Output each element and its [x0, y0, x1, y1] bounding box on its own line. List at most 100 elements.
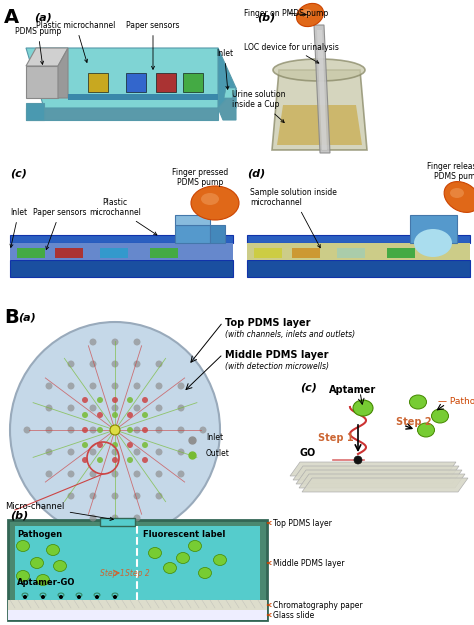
Ellipse shape — [111, 514, 118, 521]
Ellipse shape — [111, 426, 118, 434]
Ellipse shape — [30, 558, 44, 569]
Polygon shape — [100, 248, 128, 258]
Text: LOC device for urinalysis: LOC device for urinalysis — [244, 42, 339, 63]
Polygon shape — [247, 260, 470, 277]
Text: Glass slide: Glass slide — [267, 611, 314, 619]
Text: Aptamer-GO: Aptamer-GO — [17, 578, 75, 587]
Polygon shape — [183, 73, 203, 92]
Ellipse shape — [142, 442, 148, 448]
Ellipse shape — [10, 322, 220, 538]
Ellipse shape — [41, 595, 45, 599]
Polygon shape — [175, 225, 210, 243]
Ellipse shape — [82, 442, 88, 448]
Polygon shape — [224, 88, 236, 98]
Ellipse shape — [17, 541, 29, 551]
Ellipse shape — [90, 492, 97, 499]
Polygon shape — [247, 235, 470, 243]
Text: Middle PDMS layer: Middle PDMS layer — [225, 350, 328, 360]
Text: (a): (a) — [18, 312, 36, 322]
Ellipse shape — [177, 471, 184, 478]
Ellipse shape — [112, 427, 118, 433]
Polygon shape — [272, 70, 367, 150]
Ellipse shape — [450, 188, 464, 198]
Ellipse shape — [148, 548, 162, 559]
Ellipse shape — [97, 412, 103, 418]
Text: Plastic
microchannel: Plastic microchannel — [89, 198, 157, 235]
Ellipse shape — [67, 426, 74, 434]
Ellipse shape — [296, 3, 324, 27]
Text: Aptamer: Aptamer — [329, 385, 377, 395]
Ellipse shape — [97, 457, 103, 463]
Text: Inlet: Inlet — [216, 49, 233, 89]
Ellipse shape — [77, 595, 81, 599]
Ellipse shape — [24, 426, 30, 434]
Ellipse shape — [59, 595, 63, 599]
Ellipse shape — [201, 193, 219, 205]
Polygon shape — [218, 88, 236, 120]
Text: Step 2: Step 2 — [125, 569, 150, 578]
Ellipse shape — [444, 182, 474, 213]
Ellipse shape — [112, 412, 118, 418]
Ellipse shape — [46, 426, 53, 434]
Text: Finger released
PDMS pump: Finger released PDMS pump — [428, 162, 474, 181]
Ellipse shape — [142, 412, 148, 418]
Polygon shape — [317, 30, 327, 150]
Text: Step 2: Step 2 — [396, 417, 432, 427]
Polygon shape — [254, 248, 282, 258]
Ellipse shape — [112, 397, 118, 403]
Ellipse shape — [199, 568, 211, 579]
Polygon shape — [100, 518, 135, 526]
Polygon shape — [26, 66, 58, 98]
Polygon shape — [8, 520, 267, 620]
Polygon shape — [8, 610, 267, 620]
Text: (b): (b) — [257, 13, 275, 23]
Text: Inlet: Inlet — [206, 434, 223, 442]
Ellipse shape — [17, 571, 29, 581]
Ellipse shape — [54, 561, 66, 571]
Text: Step 1: Step 1 — [318, 433, 354, 443]
Ellipse shape — [127, 442, 133, 448]
Ellipse shape — [127, 412, 133, 418]
Polygon shape — [292, 248, 320, 258]
Polygon shape — [299, 474, 465, 488]
Text: A: A — [4, 8, 19, 27]
Ellipse shape — [142, 457, 148, 463]
Text: (a): (a) — [34, 13, 52, 23]
Ellipse shape — [67, 382, 74, 389]
Polygon shape — [126, 73, 146, 92]
Ellipse shape — [353, 400, 373, 416]
Ellipse shape — [46, 382, 53, 389]
Text: Sample solution inside
microchannel: Sample solution inside microchannel — [250, 188, 337, 248]
Ellipse shape — [176, 552, 190, 564]
Polygon shape — [210, 225, 225, 243]
Text: Chromatography paper: Chromatography paper — [267, 601, 363, 609]
Ellipse shape — [90, 382, 97, 389]
Polygon shape — [88, 73, 108, 92]
Text: (c): (c) — [10, 168, 27, 178]
Ellipse shape — [82, 427, 88, 433]
Ellipse shape — [127, 427, 133, 433]
Polygon shape — [10, 260, 233, 277]
Polygon shape — [8, 600, 267, 610]
Ellipse shape — [46, 544, 60, 556]
Polygon shape — [150, 248, 178, 258]
Ellipse shape — [90, 471, 97, 478]
Ellipse shape — [111, 361, 118, 368]
Polygon shape — [58, 48, 68, 98]
Ellipse shape — [90, 426, 97, 434]
Text: Finger pressed
PDMS pump: Finger pressed PDMS pump — [172, 168, 228, 187]
Polygon shape — [26, 108, 218, 120]
Ellipse shape — [82, 412, 88, 418]
Ellipse shape — [155, 361, 163, 368]
Polygon shape — [10, 243, 233, 260]
Ellipse shape — [112, 442, 118, 448]
Ellipse shape — [177, 449, 184, 456]
Ellipse shape — [200, 426, 207, 434]
Text: Top PDMS layer: Top PDMS layer — [225, 318, 310, 328]
Polygon shape — [55, 248, 83, 258]
Ellipse shape — [410, 395, 427, 409]
Ellipse shape — [23, 595, 27, 599]
Ellipse shape — [67, 471, 74, 478]
Text: (with detection microwells): (with detection microwells) — [225, 362, 329, 371]
Ellipse shape — [418, 423, 435, 437]
